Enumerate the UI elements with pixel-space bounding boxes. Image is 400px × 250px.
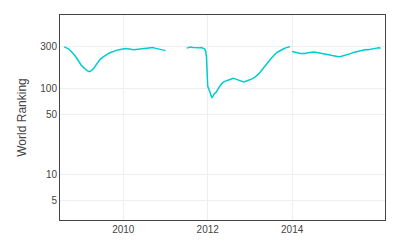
svg-text:2010: 2010 [112, 224, 135, 235]
svg-text:5: 5 [51, 195, 57, 206]
svg-text:2012: 2012 [197, 224, 220, 235]
svg-text:300: 300 [40, 41, 57, 52]
svg-text:2014: 2014 [281, 224, 304, 235]
svg-text:World Ranking: World Ranking [15, 78, 29, 156]
svg-text:100: 100 [40, 83, 57, 94]
svg-text:50: 50 [46, 109, 58, 120]
svg-text:10: 10 [46, 169, 58, 180]
